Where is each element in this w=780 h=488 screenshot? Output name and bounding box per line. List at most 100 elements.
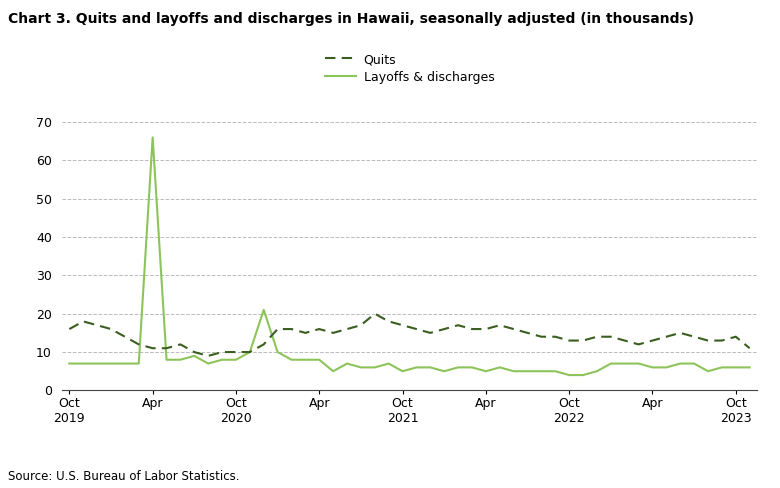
Quits xyxy=(481,326,491,332)
Quits xyxy=(287,326,296,332)
Quits xyxy=(745,346,754,351)
Layoffs & discharges xyxy=(551,368,560,374)
Quits xyxy=(440,326,449,332)
Layoffs & discharges xyxy=(467,365,477,370)
Layoffs & discharges xyxy=(190,353,199,359)
Layoffs & discharges xyxy=(370,365,379,370)
Layoffs & discharges xyxy=(398,368,407,374)
Layoffs & discharges xyxy=(426,365,435,370)
Quits xyxy=(398,322,407,328)
Layoffs & discharges xyxy=(342,361,352,366)
Layoffs & discharges xyxy=(523,368,532,374)
Quits xyxy=(453,322,463,328)
Text: Chart 3. Quits and layoffs and discharges in Hawaii, seasonally adjusted (in tho: Chart 3. Quits and layoffs and discharge… xyxy=(8,12,694,26)
Quits xyxy=(120,334,129,340)
Quits xyxy=(356,322,366,328)
Quits xyxy=(426,330,435,336)
Quits xyxy=(384,319,393,325)
Layoffs & discharges xyxy=(384,361,393,366)
Quits xyxy=(606,334,615,340)
Quits xyxy=(190,349,199,355)
Layoffs & discharges xyxy=(718,365,727,370)
Layoffs & discharges xyxy=(537,368,546,374)
Quits xyxy=(592,334,601,340)
Quits xyxy=(565,338,574,344)
Layoffs & discharges xyxy=(204,361,213,366)
Quits xyxy=(204,353,213,359)
Layoffs & discharges xyxy=(356,365,366,370)
Quits xyxy=(134,342,144,347)
Layoffs & discharges xyxy=(287,357,296,363)
Quits xyxy=(551,334,560,340)
Layoffs & discharges xyxy=(134,361,144,366)
Quits xyxy=(370,311,379,317)
Quits xyxy=(509,326,518,332)
Layoffs & discharges xyxy=(328,368,338,374)
Layoffs & discharges xyxy=(65,361,74,366)
Quits xyxy=(523,330,532,336)
Quits xyxy=(218,349,227,355)
Layoffs & discharges xyxy=(301,357,310,363)
Layoffs & discharges xyxy=(481,368,491,374)
Layoffs & discharges xyxy=(162,357,172,363)
Layoffs & discharges xyxy=(634,361,644,366)
Layoffs & discharges xyxy=(106,361,115,366)
Quits xyxy=(731,334,740,340)
Layoffs & discharges xyxy=(92,361,101,366)
Layoffs & discharges xyxy=(176,357,185,363)
Quits xyxy=(647,338,657,344)
Layoffs & discharges xyxy=(148,134,158,140)
Layoffs & discharges xyxy=(690,361,699,366)
Quits xyxy=(176,342,185,347)
Layoffs & discharges xyxy=(245,349,254,355)
Layoffs & discharges xyxy=(647,365,657,370)
Legend: Quits, Layoffs & discharges: Quits, Layoffs & discharges xyxy=(324,53,495,84)
Quits xyxy=(578,338,588,344)
Layoffs & discharges xyxy=(592,368,601,374)
Quits xyxy=(675,330,685,336)
Quits xyxy=(634,342,644,347)
Quits xyxy=(231,349,240,355)
Layoffs & discharges xyxy=(218,357,227,363)
Quits xyxy=(495,322,505,328)
Layoffs & discharges xyxy=(453,365,463,370)
Layoffs & discharges xyxy=(231,357,240,363)
Layoffs & discharges xyxy=(120,361,129,366)
Layoffs & discharges xyxy=(495,365,505,370)
Layoffs & discharges xyxy=(620,361,629,366)
Layoffs & discharges xyxy=(273,349,282,355)
Text: Source: U.S. Bureau of Labor Statistics.: Source: U.S. Bureau of Labor Statistics. xyxy=(8,470,239,483)
Quits xyxy=(79,319,88,325)
Quits xyxy=(273,326,282,332)
Quits xyxy=(690,334,699,340)
Quits xyxy=(537,334,546,340)
Layoffs & discharges xyxy=(314,357,324,363)
Layoffs & discharges xyxy=(731,365,740,370)
Quits xyxy=(245,349,254,355)
Quits xyxy=(148,346,158,351)
Quits xyxy=(314,326,324,332)
Quits xyxy=(620,338,629,344)
Layoffs & discharges xyxy=(675,361,685,366)
Quits xyxy=(704,338,713,344)
Quits xyxy=(661,334,671,340)
Quits xyxy=(412,326,421,332)
Quits xyxy=(718,338,727,344)
Layoffs & discharges xyxy=(578,372,588,378)
Quits xyxy=(328,330,338,336)
Layoffs & discharges xyxy=(440,368,449,374)
Quits xyxy=(467,326,477,332)
Layoffs & discharges xyxy=(704,368,713,374)
Quits xyxy=(259,342,268,347)
Quits xyxy=(106,326,115,332)
Layoffs & discharges xyxy=(606,361,615,366)
Layoffs & discharges xyxy=(509,368,518,374)
Layoffs & discharges xyxy=(565,372,574,378)
Quits xyxy=(162,346,172,351)
Layoffs & discharges xyxy=(79,361,88,366)
Layoffs & discharges xyxy=(661,365,671,370)
Quits xyxy=(92,322,101,328)
Quits xyxy=(301,330,310,336)
Quits xyxy=(65,326,74,332)
Layoffs & discharges xyxy=(745,365,754,370)
